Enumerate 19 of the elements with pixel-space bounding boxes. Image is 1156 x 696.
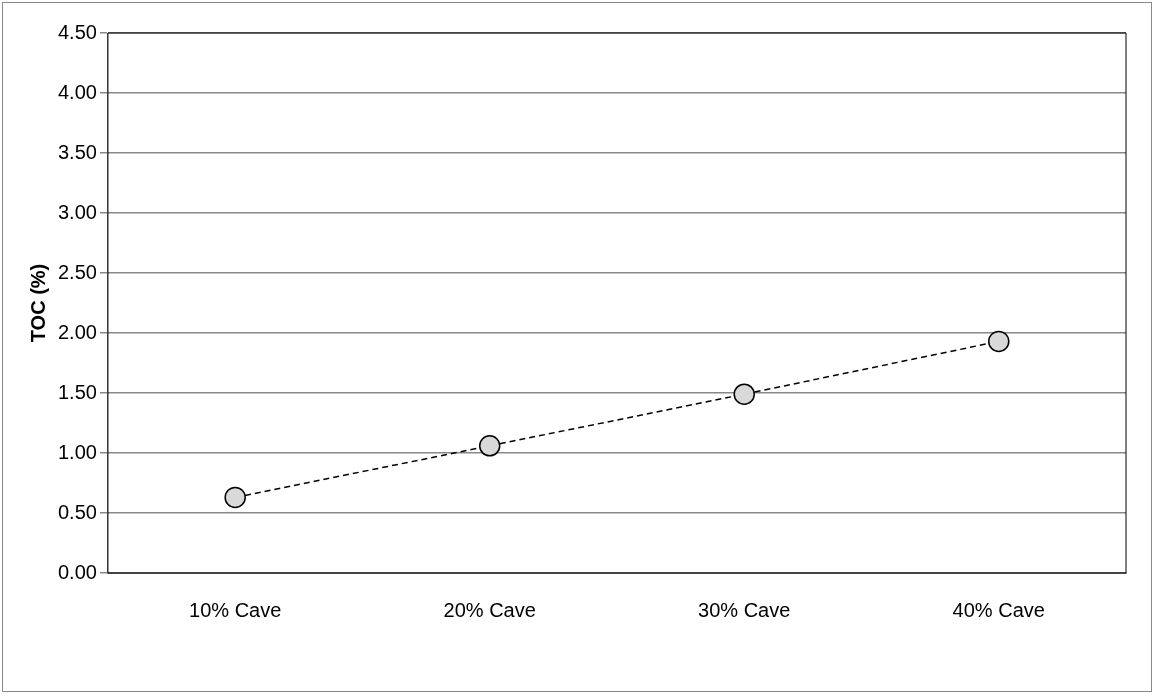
y-tick-label: 2.50	[57, 260, 97, 283]
y-tick-label: 2.00	[57, 320, 97, 343]
y-tick-label: 3.00	[57, 200, 97, 223]
y-tick-label: 0.50	[57, 500, 97, 523]
y-tick-label: 3.50	[57, 140, 97, 163]
x-tick-label: 40% Cave	[952, 598, 1045, 621]
y-tick-label: 4.00	[57, 80, 97, 103]
y-tick-label: 1.50	[57, 380, 97, 403]
point	[478, 435, 501, 457]
point	[224, 486, 246, 509]
point	[733, 383, 755, 405]
y-tick-label: 4.50	[57, 20, 97, 43]
y-tick-label: 1.00	[57, 440, 97, 463]
y-axis-title: TOC (%)	[26, 263, 49, 343]
y-tick-label: 0.00	[57, 560, 97, 583]
x-tick-label: 20% Cave	[443, 598, 536, 621]
point	[987, 330, 1010, 353]
x-tick-label: 10% Cave	[189, 598, 282, 621]
x-tick-label: 30% Cave	[698, 598, 791, 621]
